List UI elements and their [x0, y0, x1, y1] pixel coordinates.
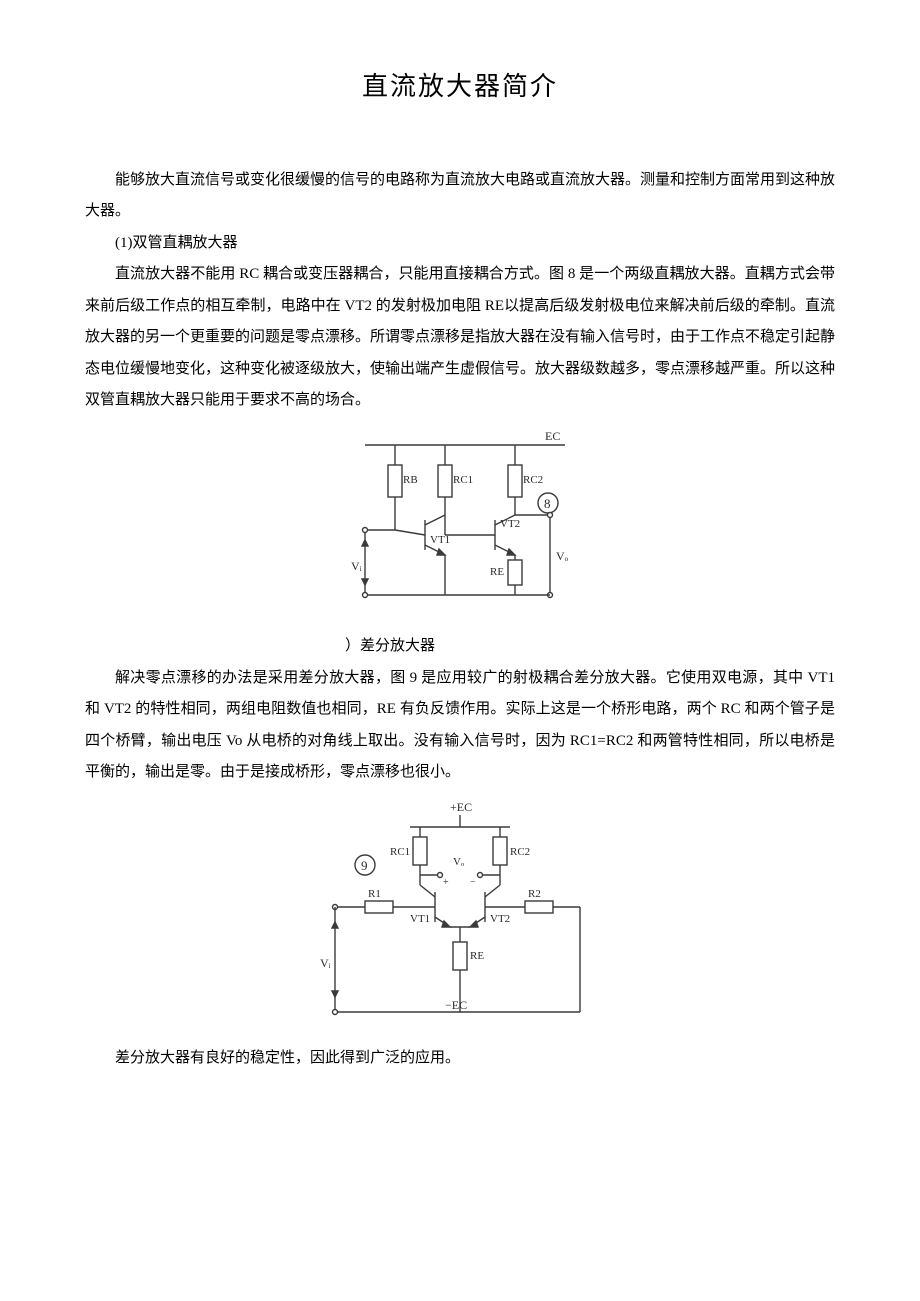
fig9-ecminus-label: −EC	[445, 998, 467, 1012]
fig9-vo-label: Vₒ	[453, 856, 464, 868]
fig9-rc1-label: RC1	[390, 846, 410, 858]
fig9-vi-label: Vᵢ	[320, 956, 331, 970]
closing-paragraph: 差分放大器有良好的稳定性，因此得到广泛的应用。	[85, 1043, 835, 1075]
fig8-rc2-label: RC2	[523, 474, 543, 486]
fig9-ecplus-label: +EC	[450, 800, 472, 814]
fig8-num-label: 8	[544, 496, 551, 511]
fig9-r1-label: R1	[368, 888, 381, 900]
fig8-vi-label: Vᵢ	[351, 559, 362, 573]
fig9-num-label: 9	[361, 858, 368, 873]
section1-heading: (1)双管直耦放大器	[85, 228, 835, 260]
intro-paragraph: 能够放大直流信号或变化很缓慢的信号的电路称为直流放大电路或直流放大器。测量和控制…	[85, 165, 835, 228]
fig9-plus-label: +	[443, 877, 449, 888]
fig8-rb-label: RB	[403, 474, 418, 486]
doc-title: 直流放大器简介	[85, 60, 835, 115]
fig9-minus-label: −	[470, 877, 476, 888]
fig8-ec-label: EC	[545, 429, 560, 443]
fig8-vo-label: Vₒ	[556, 549, 569, 563]
fig9-rc2-label: RC2	[510, 846, 530, 858]
section2-body: 解决零点漂移的办法是采用差分放大器，图 9 是应用较广的射极耦合差分放大器。它使…	[85, 663, 835, 789]
figure-9: +EC 9 RC1 RC2 Vₒ + − VT1 VT2	[85, 797, 835, 1040]
fig9-vt2-label: VT2	[490, 913, 510, 925]
fig9-re-label: RE	[470, 950, 484, 962]
section1-body: 直流放大器不能用 RC 耦合或变压器耦合，只能用直接耦合方式。图 8 是一个两级…	[85, 259, 835, 417]
fig8-re-label: RE	[490, 566, 504, 578]
figure-8: EC RB RC1 RC2 8 VT1 VT2	[85, 425, 835, 628]
section2-heading: ）差分放大器	[85, 631, 835, 663]
fig9-r2-label: R2	[528, 888, 541, 900]
fig8-vt2-label: VT2	[500, 518, 520, 530]
fig9-vt1-label: VT1	[410, 913, 430, 925]
fig8-rc1-label: RC1	[453, 474, 473, 486]
fig8-vt1-label: VT1	[430, 534, 450, 546]
